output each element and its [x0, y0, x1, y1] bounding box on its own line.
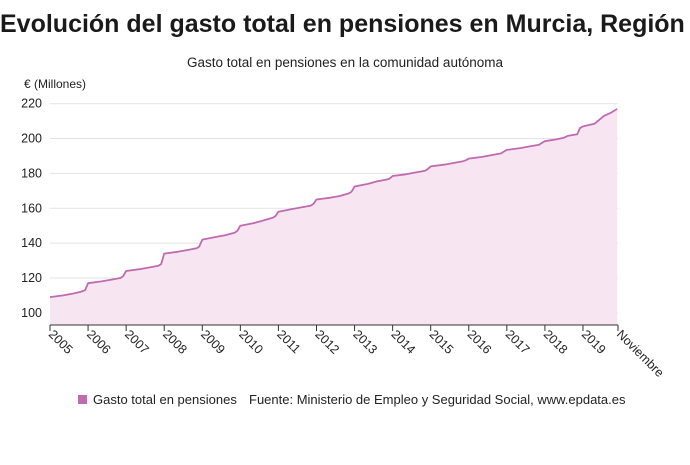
x-tick-label-14: 2019	[579, 327, 609, 357]
y-axis-label: € (Millones)	[24, 77, 86, 91]
x-tick-label-5: 2010	[236, 327, 266, 357]
chart-title: Evolución del gasto total en pensiones e…	[0, 10, 690, 38]
y-tick-label-160: 160	[21, 201, 42, 215]
x-tick-label-11: 2016	[465, 327, 495, 357]
chart-subtitle: Gasto total en pensiones en la comunidad…	[187, 55, 503, 70]
x-tick-label-10: 2015	[427, 327, 457, 357]
x-tick-label-7: 2012	[312, 327, 342, 357]
legend-label: Gasto total en pensiones	[93, 392, 237, 407]
series-group	[49, 108, 618, 326]
source-note: Fuente: Ministerio de Empleo y Seguridad…	[249, 392, 626, 407]
x-tick-label-8: 2013	[350, 327, 380, 357]
x-axis	[49, 324, 619, 331]
x-tick-label-6: 2011	[274, 327, 303, 356]
y-tick-label-220: 220	[21, 97, 42, 111]
y-tick-label-180: 180	[21, 166, 42, 180]
x-tick-label-1: 2006	[84, 327, 114, 357]
x-tick-label-2: 2007	[122, 327, 152, 357]
x-tick-label-4: 2009	[198, 327, 228, 357]
legend: Gasto total en pensiones	[78, 392, 237, 407]
legend-swatch-icon	[78, 395, 87, 404]
x-tick-label-0: 2005	[46, 327, 76, 357]
series-line-0	[49, 108, 618, 298]
series-area-fill	[50, 108, 618, 326]
x-tick-label-15: Noviembre	[614, 327, 667, 380]
x-tick-label-3: 2008	[160, 327, 190, 357]
y-tick-label-120: 120	[21, 271, 42, 285]
y-tick-label-140: 140	[21, 236, 42, 250]
x-tick-label-9: 2014	[389, 327, 419, 357]
x-axis-ticks: 2005 2006 2007 2008 2009 2010 2011 2012 2013 2014…	[46, 327, 667, 380]
y-tick-label-200: 200	[21, 132, 42, 146]
y-tick-label-100: 100	[21, 306, 42, 320]
x-tick-label-12: 2017	[503, 327, 533, 357]
y-axis-ticks: 100 120 140 160 180 200 220	[21, 97, 42, 320]
x-tick-label-13: 2018	[541, 327, 571, 357]
